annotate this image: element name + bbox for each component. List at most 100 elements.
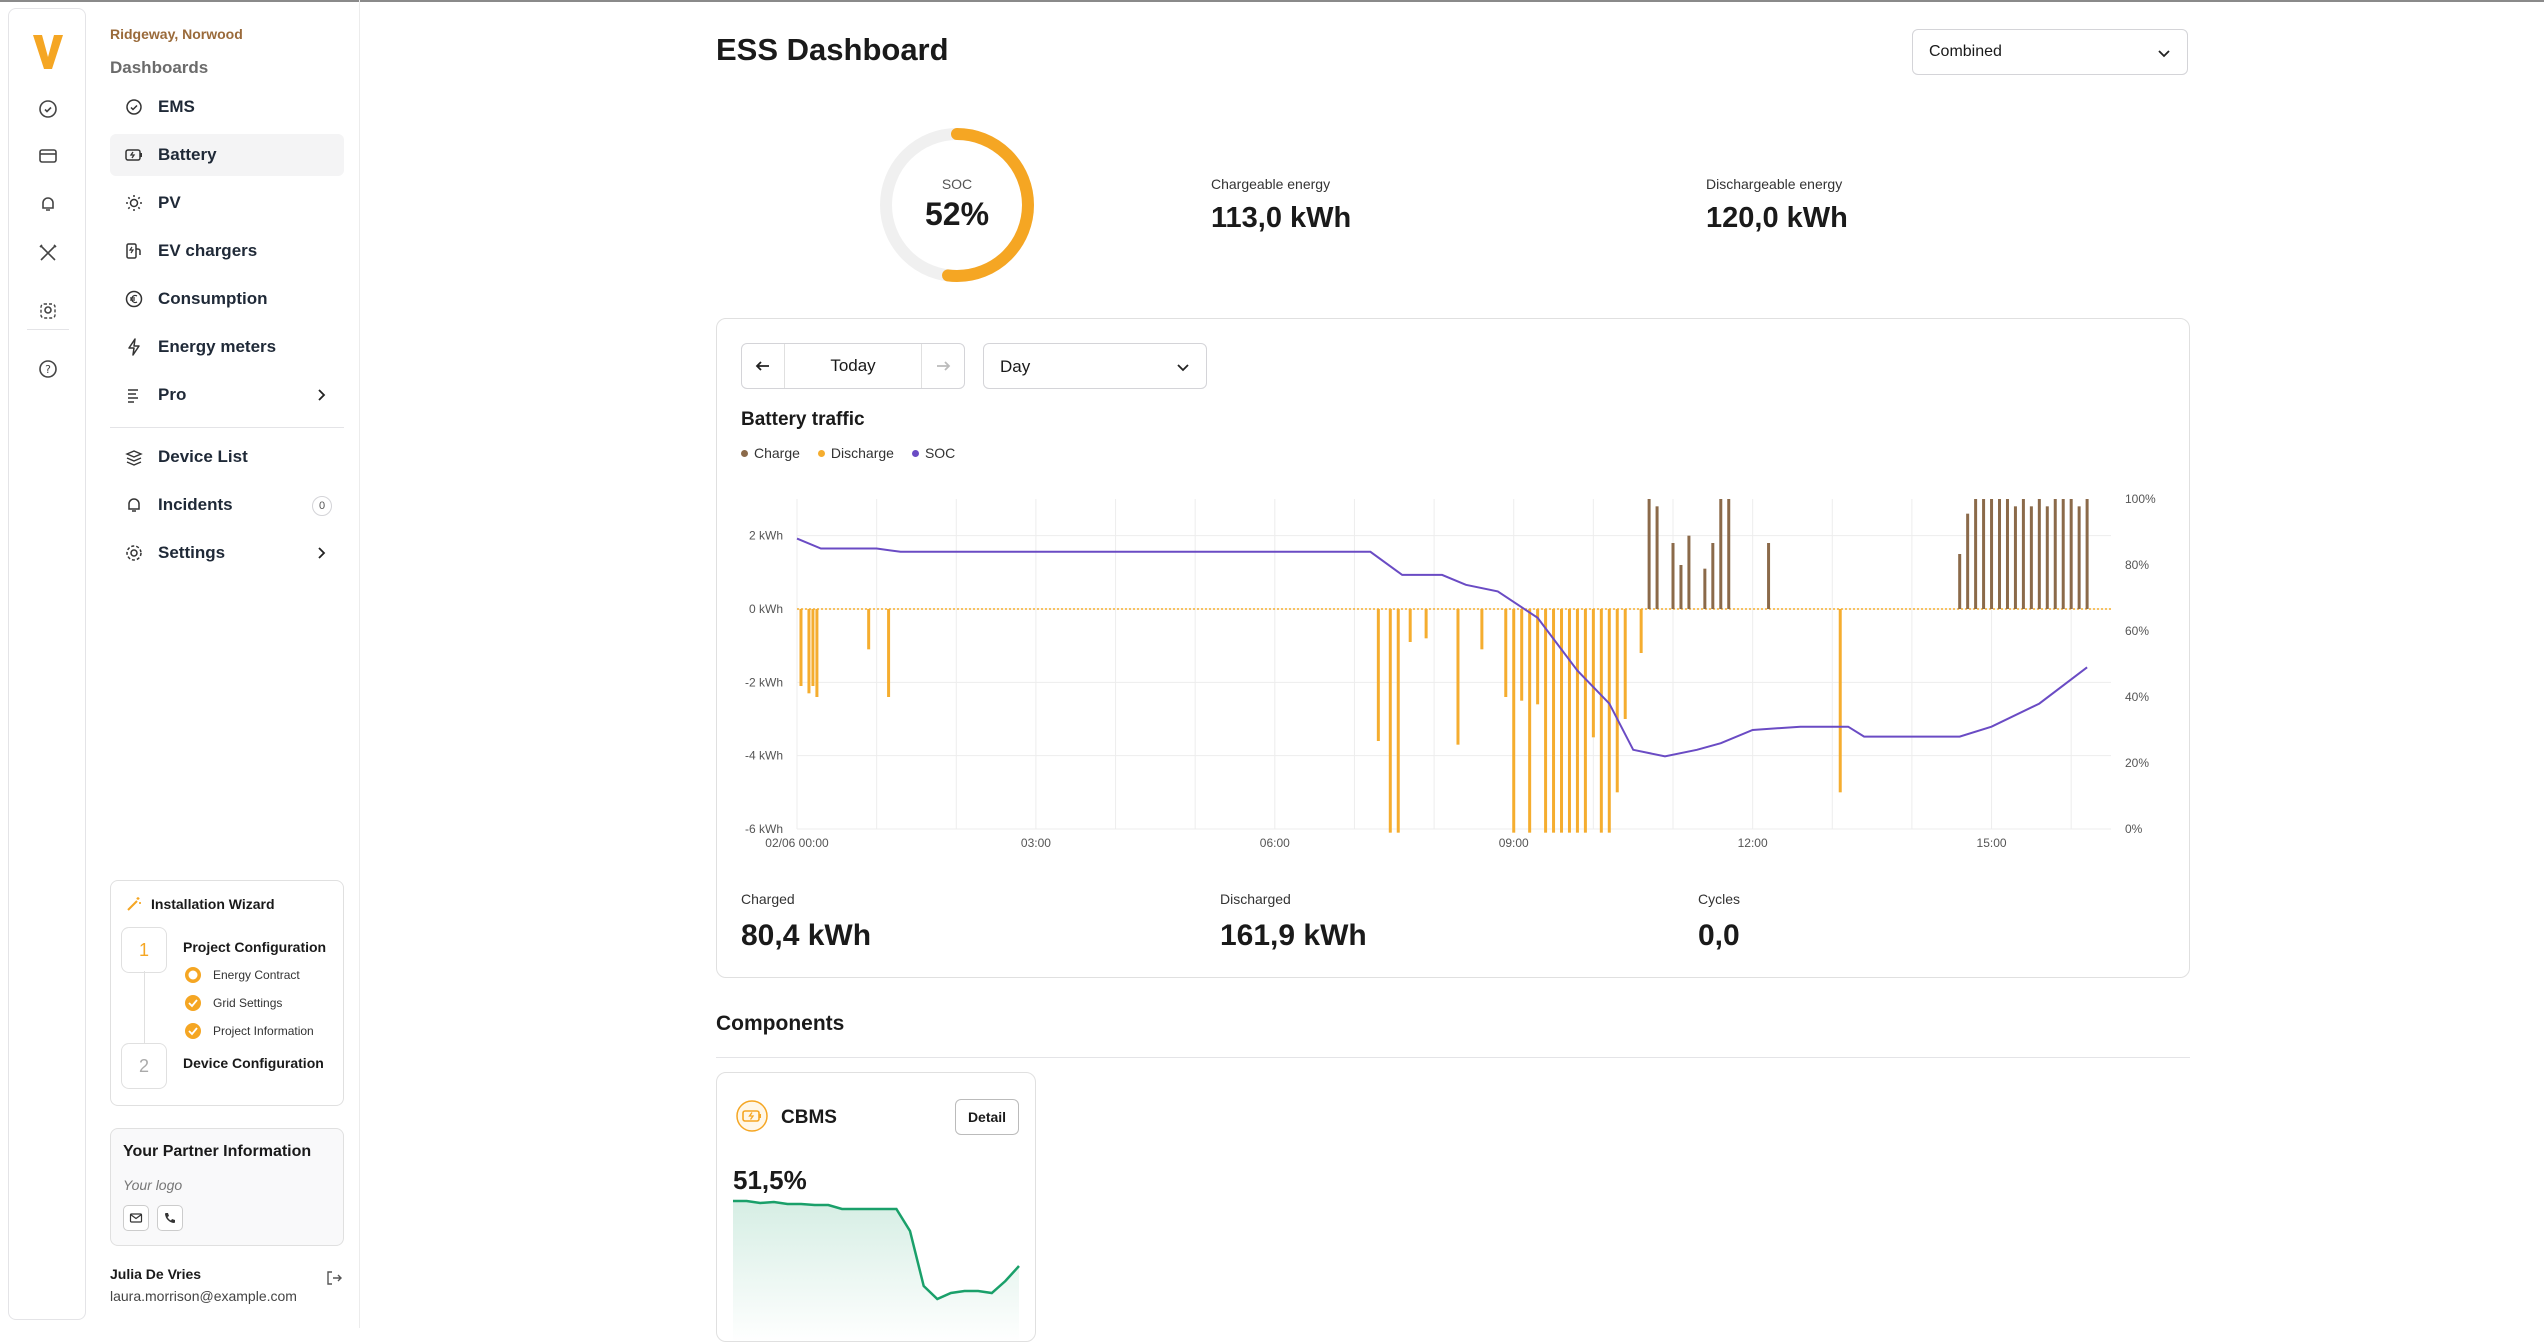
sidebar-item-label: Consumption bbox=[158, 289, 268, 308]
view-select[interactable]: Combined bbox=[1912, 29, 2188, 75]
dischargeable-energy-value: 120,0 kWh bbox=[1706, 202, 1848, 234]
sidebar-item-ev-chargers[interactable]: EV chargers bbox=[110, 230, 344, 272]
sparkline-line bbox=[733, 1199, 1020, 1301]
step-number[interactable]: 2 bbox=[121, 1043, 167, 1089]
gear-icon bbox=[126, 545, 142, 561]
phone-button[interactable] bbox=[157, 1205, 183, 1231]
discharge-bar bbox=[1838, 609, 1842, 793]
discharge-bar bbox=[799, 609, 803, 686]
charge-bar bbox=[1711, 543, 1715, 609]
soc-value: 52% bbox=[925, 196, 989, 232]
charge-bar bbox=[1998, 499, 2002, 609]
discharge-bar bbox=[1512, 609, 1516, 833]
email-button[interactable] bbox=[123, 1205, 149, 1231]
substep-energy-contract[interactable]: Energy Contract bbox=[183, 965, 300, 985]
step-title[interactable]: Project Configuration bbox=[183, 939, 327, 955]
x-tick-label: 06:00 bbox=[1260, 836, 1290, 850]
help-icon[interactable]: ? bbox=[36, 357, 60, 381]
y-tick-label: -6 kWh bbox=[745, 822, 783, 836]
sidebar-item-pv[interactable]: PV bbox=[110, 182, 344, 224]
users-icon[interactable] bbox=[36, 299, 60, 323]
project-name[interactable]: Ridgeway, Norwood bbox=[110, 26, 243, 42]
charge-bar bbox=[2029, 506, 2033, 609]
discharge-bar bbox=[1388, 609, 1392, 833]
ev-charger-icon bbox=[126, 243, 141, 259]
bell-icon[interactable] bbox=[36, 192, 60, 216]
y-tick-label: -4 kWh bbox=[745, 749, 783, 763]
discharged-label: Discharged bbox=[1220, 891, 1291, 907]
soc-line bbox=[796, 537, 2088, 758]
sidebar-divider bbox=[110, 427, 344, 428]
charge-bar bbox=[1655, 506, 1659, 609]
sidebar-item-device-list[interactable]: Device List bbox=[110, 436, 344, 478]
rail-divider bbox=[27, 329, 69, 330]
discharge-bar bbox=[1599, 609, 1603, 833]
substep-grid-settings[interactable]: Grid Settings bbox=[183, 993, 282, 1013]
legend-charge[interactable]: Charge bbox=[741, 445, 800, 461]
sidebar-item-label: Energy meters bbox=[158, 337, 277, 356]
components-title: Components bbox=[716, 1012, 845, 1035]
substep-label: Grid Settings bbox=[213, 996, 283, 1010]
view-select-value: Combined bbox=[1929, 43, 2002, 60]
sidebar-item-ems[interactable]: EMS bbox=[110, 86, 344, 128]
cycles-label: Cycles bbox=[1698, 891, 1741, 907]
x-tick-label: 03:00 bbox=[1021, 836, 1051, 850]
next-day-button[interactable] bbox=[922, 344, 964, 388]
charge-bar bbox=[1727, 499, 1731, 609]
sidebar-item-label: Incidents bbox=[158, 495, 233, 514]
component-card-cbms[interactable]: CBMS Detail 51,5% bbox=[716, 1072, 1036, 1342]
detail-button[interactable]: Detail bbox=[955, 1099, 1019, 1135]
step-number[interactable]: 1 bbox=[121, 927, 167, 973]
bell-icon bbox=[128, 498, 140, 512]
stack-icon bbox=[125, 450, 143, 466]
chevron-right-icon bbox=[318, 389, 326, 401]
legend-discharge[interactable]: Discharge bbox=[817, 445, 894, 461]
sidebar-item-incidents[interactable]: Incidents 0 bbox=[110, 484, 344, 526]
battery-traffic-chart: 2 kWh 0 kWh -2 kWh -4 kWh -6 kWh 100% 80% 60% 40… bbox=[745, 492, 2156, 850]
y2-tick-label: 0% bbox=[2125, 822, 2143, 836]
y2-tick-label: 20% bbox=[2125, 756, 2149, 770]
y-tick-label: 0 kWh bbox=[749, 602, 783, 616]
installation-wizard[interactable]: Installation Wizard 1 Project Configurat… bbox=[110, 880, 344, 1106]
sidebar-item-battery[interactable]: Battery bbox=[110, 134, 344, 176]
charge-bar bbox=[1990, 499, 1994, 609]
discharge-bar bbox=[811, 609, 815, 686]
sidebar-item-settings[interactable]: Settings bbox=[110, 532, 344, 574]
discharge-bar bbox=[1396, 609, 1400, 833]
legend-soc[interactable]: SOC bbox=[911, 445, 956, 461]
charge-bar bbox=[1647, 499, 1651, 609]
legend-label: SOC bbox=[924, 445, 956, 461]
incident-count-badge: 0 bbox=[312, 496, 332, 516]
charge-bar bbox=[1982, 499, 1986, 609]
logout-icon[interactable] bbox=[324, 1268, 344, 1288]
sidebar-item-energy-meters[interactable]: Energy meters bbox=[110, 326, 344, 368]
top-border bbox=[0, 0, 2544, 2]
charge-bar bbox=[2085, 499, 2089, 609]
page-title: ESS Dashboard bbox=[716, 32, 949, 67]
current-date[interactable]: Today bbox=[784, 344, 922, 388]
brand-logo-icon[interactable] bbox=[31, 29, 65, 73]
substep-project-information[interactable]: Project Information bbox=[183, 1021, 314, 1041]
period-select[interactable]: Day bbox=[983, 343, 1207, 389]
folder-icon[interactable] bbox=[36, 144, 60, 168]
soc-label: SOC bbox=[942, 176, 972, 192]
sidebar-item-consumption[interactable]: Consumption bbox=[110, 278, 344, 320]
prev-day-button[interactable] bbox=[742, 344, 784, 388]
charge-bar bbox=[1703, 568, 1707, 609]
charge-bar bbox=[1974, 499, 1978, 609]
discharge-bar bbox=[1615, 609, 1619, 793]
tools-icon[interactable] bbox=[36, 241, 60, 265]
gauge-icon[interactable] bbox=[36, 97, 60, 121]
x-tick-label: 09:00 bbox=[1499, 836, 1529, 850]
discharge-bar bbox=[867, 609, 871, 650]
sidebar-item-pro[interactable]: Pro bbox=[110, 374, 344, 416]
chargeable-energy-value: 113,0 kWh bbox=[1211, 202, 1352, 234]
period-select-value: Day bbox=[1000, 357, 1031, 376]
discharged-value: 161,9 kWh bbox=[1220, 919, 1367, 952]
step-title[interactable]: Device Configuration bbox=[183, 1055, 324, 1071]
sidebar-item-label: Device List bbox=[158, 447, 248, 466]
discharge-bar bbox=[1591, 609, 1595, 738]
x-tick-label: 15:00 bbox=[1977, 836, 2007, 850]
discharge-bar bbox=[1623, 609, 1627, 719]
magic-wand-icon bbox=[127, 897, 141, 911]
